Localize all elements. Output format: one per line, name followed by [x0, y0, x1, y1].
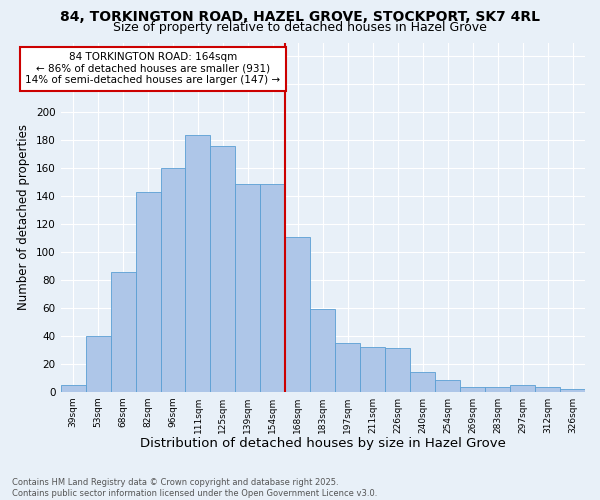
Bar — [286, 236, 310, 392]
Text: 84, TORKINGTON ROAD, HAZEL GROVE, STOCKPORT, SK7 4RL: 84, TORKINGTON ROAD, HAZEL GROVE, STOCKP… — [60, 10, 540, 24]
Bar — [211, 146, 235, 392]
Bar — [161, 168, 185, 392]
Bar — [360, 347, 385, 392]
Bar — [435, 380, 460, 392]
Bar — [310, 309, 335, 392]
Bar — [185, 134, 211, 392]
Bar — [535, 388, 560, 392]
Bar — [61, 384, 86, 392]
Y-axis label: Number of detached properties: Number of detached properties — [17, 124, 31, 310]
Bar — [110, 272, 136, 392]
Bar — [235, 184, 260, 392]
Bar — [335, 342, 360, 392]
Bar — [260, 184, 286, 392]
Bar — [560, 389, 585, 392]
Bar — [385, 348, 410, 392]
Text: 84 TORKINGTON ROAD: 164sqm
← 86% of detached houses are smaller (931)
14% of sem: 84 TORKINGTON ROAD: 164sqm ← 86% of deta… — [25, 52, 281, 86]
Bar — [485, 388, 510, 392]
Bar — [510, 384, 535, 392]
Text: Contains HM Land Registry data © Crown copyright and database right 2025.
Contai: Contains HM Land Registry data © Crown c… — [12, 478, 377, 498]
Bar — [410, 372, 435, 392]
Bar — [460, 388, 485, 392]
X-axis label: Distribution of detached houses by size in Hazel Grove: Distribution of detached houses by size … — [140, 437, 506, 450]
Text: Size of property relative to detached houses in Hazel Grove: Size of property relative to detached ho… — [113, 21, 487, 34]
Bar — [136, 192, 161, 392]
Bar — [86, 336, 110, 392]
